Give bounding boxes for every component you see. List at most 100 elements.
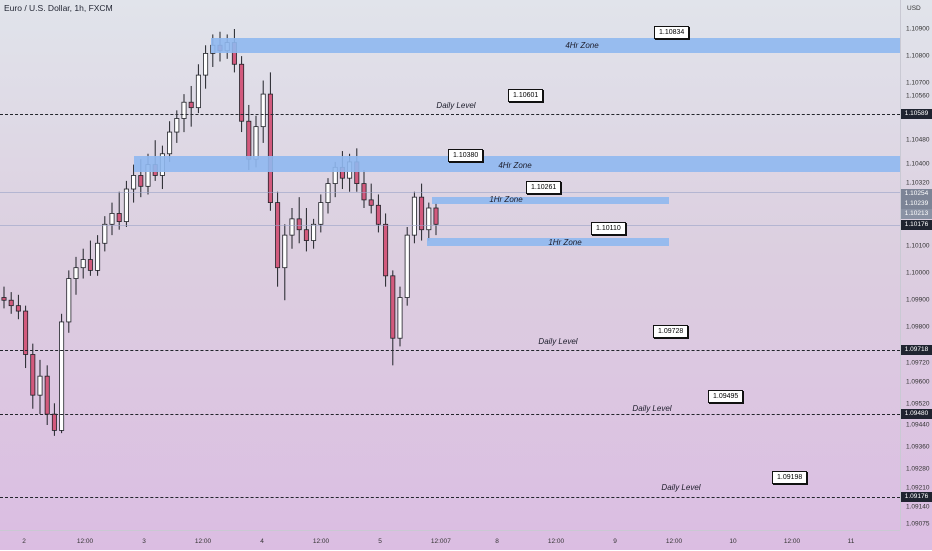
candle-body <box>426 207 432 231</box>
zone-4hr-middle-label: 4Hr Zone <box>498 161 532 170</box>
zone-4hr-middle[interactable] <box>134 156 900 172</box>
candle <box>51 403 57 436</box>
price-tick: 1.09900 <box>906 296 930 304</box>
time-tick: 12:00 <box>312 538 330 545</box>
zone-4hr-upper[interactable] <box>211 38 900 53</box>
zone-1hr-lower-callout[interactable]: 1.10110 <box>591 222 626 235</box>
zone-4hr-middle-callout[interactable]: 1.10380 <box>448 149 484 162</box>
candle <box>59 313 65 434</box>
time-axis[interactable] <box>0 530 900 551</box>
candle-body <box>325 183 331 203</box>
time-tick: 12:00 <box>783 538 801 545</box>
candle <box>116 191 122 230</box>
zone-1hr-lower-label: 1Hr Zone <box>548 238 582 247</box>
candle-body <box>80 259 86 269</box>
candle <box>1 286 7 309</box>
candle-body <box>15 305 21 312</box>
candle-body <box>397 297 403 339</box>
candle <box>102 216 108 252</box>
candle-body <box>311 223 317 241</box>
zone-1hr-upper-label: 1Hr Zone <box>489 195 523 204</box>
candle <box>282 224 288 301</box>
price-tick: 1.09720 <box>906 359 930 367</box>
price-tick: 1.10100 <box>906 242 930 250</box>
daily-level-4-label: Daily Level <box>661 483 701 492</box>
candle-body <box>267 93 273 203</box>
candle-body <box>368 199 374 206</box>
candle-body <box>411 196 417 236</box>
candle-body <box>253 126 259 160</box>
daily-level-3-line[interactable] <box>0 414 900 415</box>
price-badge: 1.10589 <box>901 109 932 119</box>
time-tick: 7 <box>447 538 451 545</box>
price-tick: 1.09600 <box>906 378 930 386</box>
candle-body <box>282 234 288 269</box>
candle <box>318 194 324 233</box>
candle-body <box>404 234 410 298</box>
zone-1hr-upper-callout[interactable]: 1.10261 <box>526 181 562 194</box>
daily-level-2-line[interactable] <box>0 350 900 351</box>
candle-body <box>174 118 180 133</box>
candle-body <box>44 375 50 415</box>
price-tick: 1.09440 <box>906 421 930 429</box>
price-badge: 1.10239 <box>901 199 932 209</box>
time-tick: 9 <box>613 538 617 545</box>
price-tick: 1.10000 <box>906 269 930 277</box>
candle <box>195 64 201 114</box>
candle <box>239 56 245 133</box>
price-tick: 1.09360 <box>906 443 930 451</box>
daily-level-4-callout[interactable]: 1.09198 <box>772 471 808 484</box>
time-tick: 12:00 <box>76 538 94 545</box>
price-axis[interactable] <box>900 0 932 530</box>
candle <box>123 180 129 227</box>
time-tick: 10 <box>729 538 737 545</box>
daily-level-2-callout[interactable]: 1.09728 <box>653 325 689 338</box>
candle <box>66 270 72 333</box>
candle <box>296 197 302 244</box>
candle-body <box>390 275 396 339</box>
price-tick: 1.09140 <box>906 503 930 511</box>
candle-body <box>1 297 7 301</box>
candle-body <box>123 188 129 222</box>
candle-body <box>275 202 281 269</box>
zone-4hr-upper-callout[interactable]: 1.10834 <box>654 26 690 39</box>
candle-body <box>289 218 295 236</box>
price-tick: 1.09280 <box>906 465 930 473</box>
candle <box>181 94 187 133</box>
candle <box>411 191 417 244</box>
time-tick: 2 <box>22 538 26 545</box>
candle-body <box>239 63 245 122</box>
price-tick: 1.09520 <box>906 400 930 408</box>
plot-area[interactable]: Euro / U.S. Dollar, 1h, FXCM 4Hr Zone 1.… <box>0 0 900 530</box>
candle-body <box>195 74 201 109</box>
candle <box>37 359 43 415</box>
candle <box>188 85 194 127</box>
candle-body <box>109 213 115 225</box>
candle <box>375 194 381 233</box>
price-badge: 1.10213 <box>901 209 932 219</box>
candle-body <box>51 413 57 431</box>
zone-1hr-lower[interactable] <box>427 238 669 246</box>
time-tick: 12:00 <box>430 538 448 545</box>
daily-level-1-line[interactable] <box>0 114 900 115</box>
candle <box>44 365 50 425</box>
candle-body <box>30 354 36 396</box>
candle-body <box>59 321 65 431</box>
daily-level-1-callout[interactable]: 1.10601 <box>508 89 544 102</box>
candle <box>361 170 367 209</box>
price-tick: 1.09075 <box>906 520 930 528</box>
time-tick: 3 <box>142 538 146 545</box>
candle <box>95 235 101 276</box>
chart-title: Euro / U.S. Dollar, 1h, FXCM <box>4 3 113 13</box>
time-tick: 11 <box>847 538 855 545</box>
daily-level-4-line[interactable] <box>0 497 900 498</box>
candle-body <box>246 120 252 160</box>
price-tick: 1.10800 <box>906 52 930 60</box>
daily-level-3-callout[interactable]: 1.09495 <box>708 390 744 403</box>
candle-body <box>131 175 137 190</box>
candle <box>433 202 439 236</box>
candle-body <box>303 229 309 241</box>
candle <box>426 202 432 241</box>
zone-1hr-upper[interactable] <box>432 197 669 204</box>
